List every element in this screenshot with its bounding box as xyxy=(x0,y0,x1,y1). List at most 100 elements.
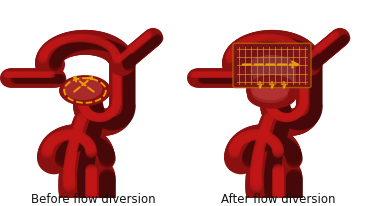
Circle shape xyxy=(243,75,254,84)
Circle shape xyxy=(81,181,115,206)
Circle shape xyxy=(240,34,267,59)
Circle shape xyxy=(40,69,61,88)
Circle shape xyxy=(41,145,53,156)
Circle shape xyxy=(99,180,116,196)
Circle shape xyxy=(307,51,320,63)
Circle shape xyxy=(277,38,290,51)
Circle shape xyxy=(229,69,249,88)
Circle shape xyxy=(6,72,14,79)
Circle shape xyxy=(334,40,344,49)
Circle shape xyxy=(268,107,279,117)
Circle shape xyxy=(96,143,113,159)
Circle shape xyxy=(112,81,122,90)
Circle shape xyxy=(64,132,97,163)
Circle shape xyxy=(262,130,296,163)
Circle shape xyxy=(249,125,284,157)
Circle shape xyxy=(128,47,134,53)
Circle shape xyxy=(80,135,98,151)
Circle shape xyxy=(129,41,149,60)
Circle shape xyxy=(326,46,336,56)
Circle shape xyxy=(299,68,308,76)
Circle shape xyxy=(60,125,94,157)
Circle shape xyxy=(297,105,306,115)
Circle shape xyxy=(255,31,280,56)
Circle shape xyxy=(68,35,77,43)
Circle shape xyxy=(108,46,117,54)
Circle shape xyxy=(307,53,314,60)
Circle shape xyxy=(242,131,254,142)
Circle shape xyxy=(281,113,296,126)
Circle shape xyxy=(78,103,107,131)
Circle shape xyxy=(35,75,45,84)
Circle shape xyxy=(81,185,115,206)
Circle shape xyxy=(99,188,116,204)
Circle shape xyxy=(322,35,342,54)
Circle shape xyxy=(265,133,299,166)
Circle shape xyxy=(109,47,118,56)
Circle shape xyxy=(78,135,95,151)
Circle shape xyxy=(228,47,237,56)
Circle shape xyxy=(296,86,322,111)
Circle shape xyxy=(117,55,124,62)
Circle shape xyxy=(8,69,28,88)
Circle shape xyxy=(112,76,122,85)
Circle shape xyxy=(81,159,115,192)
Circle shape xyxy=(192,72,199,79)
Circle shape xyxy=(213,69,233,88)
Circle shape xyxy=(250,166,262,178)
Circle shape xyxy=(53,131,65,143)
Circle shape xyxy=(123,87,136,99)
Circle shape xyxy=(63,137,96,169)
Circle shape xyxy=(12,69,32,88)
Circle shape xyxy=(71,35,80,43)
Circle shape xyxy=(112,78,122,87)
Circle shape xyxy=(335,39,345,48)
Circle shape xyxy=(79,103,89,113)
Circle shape xyxy=(46,69,66,88)
Circle shape xyxy=(299,93,308,102)
Circle shape xyxy=(112,68,122,76)
Circle shape xyxy=(54,48,68,60)
Circle shape xyxy=(101,40,110,49)
Circle shape xyxy=(112,66,122,75)
Circle shape xyxy=(296,43,309,55)
Circle shape xyxy=(97,144,114,161)
Circle shape xyxy=(330,34,337,41)
Circle shape xyxy=(296,88,322,113)
Circle shape xyxy=(293,102,320,127)
Circle shape xyxy=(261,31,286,56)
Circle shape xyxy=(112,92,122,100)
Circle shape xyxy=(211,69,231,88)
Circle shape xyxy=(299,55,308,64)
Circle shape xyxy=(238,126,272,158)
Circle shape xyxy=(78,159,94,175)
Circle shape xyxy=(85,108,113,135)
Circle shape xyxy=(264,99,274,109)
Circle shape xyxy=(310,101,322,113)
Circle shape xyxy=(81,178,115,206)
Circle shape xyxy=(310,61,322,73)
Circle shape xyxy=(296,66,322,90)
Circle shape xyxy=(13,72,20,79)
Circle shape xyxy=(250,170,262,181)
Circle shape xyxy=(80,105,109,133)
Circle shape xyxy=(304,50,324,69)
Circle shape xyxy=(195,72,202,79)
Circle shape xyxy=(112,59,122,68)
Circle shape xyxy=(79,151,96,167)
Circle shape xyxy=(112,61,122,69)
Circle shape xyxy=(272,167,284,178)
Circle shape xyxy=(80,136,114,169)
Circle shape xyxy=(38,54,48,63)
Circle shape xyxy=(225,138,258,171)
Circle shape xyxy=(16,72,23,79)
Circle shape xyxy=(142,35,148,42)
Circle shape xyxy=(58,161,93,194)
Circle shape xyxy=(293,117,307,131)
Circle shape xyxy=(286,193,303,206)
Circle shape xyxy=(318,39,338,58)
Circle shape xyxy=(66,148,77,159)
Circle shape xyxy=(291,117,305,131)
Circle shape xyxy=(94,37,103,46)
Circle shape xyxy=(293,43,319,68)
